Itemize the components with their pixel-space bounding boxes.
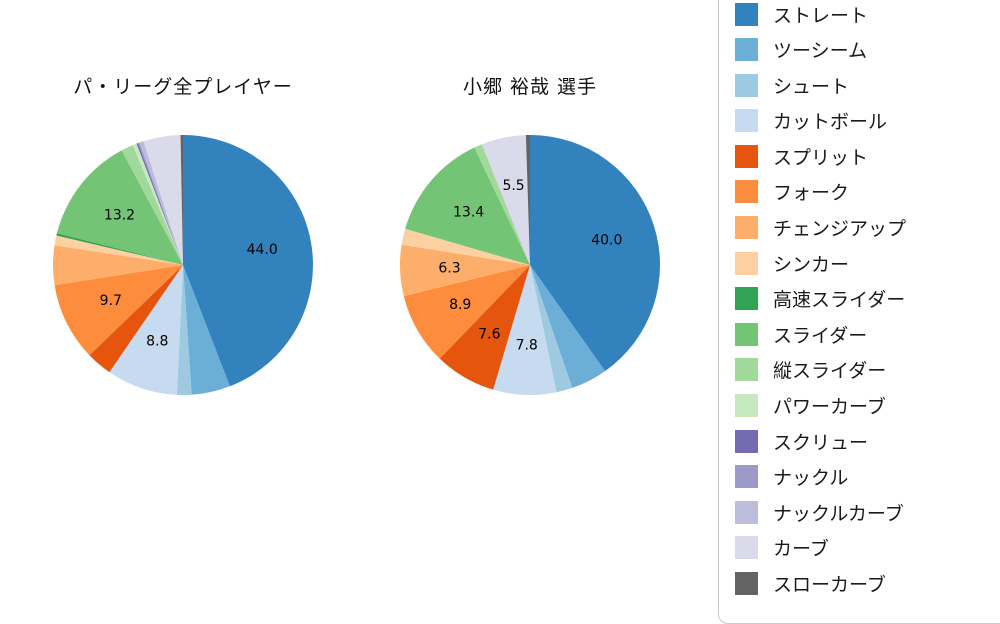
- legend-swatch: [735, 251, 758, 275]
- legend-label: カーブ: [773, 538, 829, 561]
- legend-item: ツーシーム: [735, 38, 1000, 63]
- legend-item: チェンジアップ: [735, 216, 1000, 241]
- pie-slice-label: 44.0: [247, 242, 278, 258]
- legend-swatch: [735, 394, 758, 418]
- pie-slice: [530, 135, 661, 372]
- pie-slice: [405, 147, 530, 265]
- legend-label: ナックルカーブ: [773, 502, 904, 525]
- legend-item: フォーク: [735, 180, 1000, 205]
- pie-slice-label: 5.5: [502, 178, 524, 194]
- legend-label: シンカー: [773, 253, 850, 276]
- pie-slice: [403, 265, 530, 359]
- legend-item: シンカー: [735, 251, 1000, 276]
- pie-slice: [143, 135, 183, 265]
- legend-label: スローカーブ: [773, 574, 886, 596]
- pie-slice: [183, 135, 313, 387]
- legend-label: 縦スライダー: [773, 360, 887, 383]
- pie-slice-label: 6.3: [438, 260, 460, 276]
- legend-label: ツーシーム: [773, 40, 868, 63]
- legend-swatch: [735, 536, 758, 560]
- pie-slice: [132, 143, 183, 265]
- legend-item: 縦スライダー: [735, 358, 1000, 383]
- legend-item: スローカーブ: [735, 572, 1000, 596]
- legend-item: パワーカーブ: [735, 394, 1000, 419]
- legend-label: パワーカーブ: [773, 396, 886, 419]
- pie-slice: [54, 265, 183, 356]
- legend-swatch: [735, 109, 758, 133]
- pie-slice: [481, 135, 530, 265]
- legend-swatch: [735, 465, 758, 489]
- legend-item: カーブ: [735, 536, 1000, 561]
- pie-slice-label: 9.7: [100, 293, 122, 309]
- legend-swatch: [735, 500, 758, 524]
- pie-slice: [139, 141, 183, 265]
- pie-slice-label: 13.2: [104, 207, 135, 223]
- legend-swatch: [735, 358, 758, 382]
- pie-slice: [53, 245, 183, 286]
- pie-slice: [183, 265, 230, 395]
- legend-swatch: [735, 2, 758, 26]
- legend-item: ナックルカーブ: [735, 500, 1000, 525]
- pie-slice: [180, 134, 183, 265]
- pie-slice-label: 7.6: [478, 327, 500, 343]
- legend-swatch: [735, 287, 758, 311]
- pie-slice: [474, 144, 530, 265]
- pie-slice-label: 7.8: [516, 338, 538, 354]
- legend-item: シュート: [735, 73, 1000, 98]
- legend-item: スクリュー: [735, 429, 1000, 454]
- legend-item: スライダー: [735, 322, 1000, 347]
- legend-label: カットボール: [773, 111, 888, 134]
- legend-swatch: [735, 429, 758, 453]
- legend-swatch: [735, 572, 758, 595]
- legend-swatch: [735, 180, 758, 204]
- pie-slice: [109, 265, 183, 395]
- pie-slice: [439, 265, 530, 390]
- legend: ストレートツーシームシュートカットボール スプリットフォークチェンジアップ シンカー…: [718, 0, 1000, 624]
- pie-slice: [176, 265, 192, 395]
- legend-label: チェンジアップ: [773, 218, 907, 241]
- pie-slice: [121, 145, 183, 265]
- legend-swatch: [735, 216, 758, 240]
- pie-slice: [493, 265, 557, 395]
- legend-label: スライダー: [773, 324, 868, 347]
- pie-slice-label: 8.9: [449, 297, 471, 313]
- legend-item: 高速スライダー: [735, 287, 1000, 312]
- pie-slice: [530, 265, 606, 388]
- legend-swatch: [735, 38, 758, 62]
- legend-label: 高速スライダー: [773, 289, 906, 312]
- pie-slice: [136, 143, 183, 265]
- legend-label: ストレート: [773, 4, 869, 27]
- legend-label: シュート: [773, 75, 850, 98]
- pie-chart-player: 40.0 7.8 7.6 8.9 6.3 13.4 5.5: [399, 134, 661, 395]
- pie-slice-label: 13.4: [453, 205, 484, 221]
- legend-swatch: [735, 73, 758, 97]
- legend-label: フォーク: [773, 182, 850, 205]
- pie-slice: [54, 235, 183, 265]
- legend-item: カットボール: [735, 109, 1000, 134]
- legend-label: ナックル: [773, 467, 849, 490]
- pie-slice: [89, 265, 183, 373]
- pie-slice: [525, 134, 530, 265]
- legend-swatch: [735, 322, 758, 346]
- legend-item: ストレート: [735, 2, 1000, 27]
- pie-slice-label: 8.8: [146, 333, 168, 349]
- left-chart-title: パ・リーグ全プレイヤー: [73, 76, 293, 98]
- pie-slice: [138, 142, 183, 265]
- pie-slice: [56, 233, 183, 265]
- pie-slice-label: 40.0: [591, 233, 622, 249]
- legend-swatch: [735, 144, 758, 168]
- legend-label: スクリュー: [773, 431, 869, 454]
- pie-slice: [56, 150, 183, 265]
- pie-slice: [401, 228, 530, 265]
- legend-label: スプリット: [773, 146, 869, 169]
- pie-chart-league: 44.0 8.8 9.7 13.2: [53, 134, 313, 395]
- pie-slice: [530, 265, 573, 393]
- pie-slice: [399, 244, 530, 297]
- legend-item: ナックル: [735, 465, 1000, 490]
- right-chart-title: 小郷 裕哉 選手: [462, 76, 598, 98]
- legend-item: スプリット: [735, 144, 1000, 169]
- chart-canvas: パ・リーグ全プレイヤー 44.0 8.8 9.7 13.2 小郷 裕哉 選手 40.0…: [53, 0, 1000, 624]
